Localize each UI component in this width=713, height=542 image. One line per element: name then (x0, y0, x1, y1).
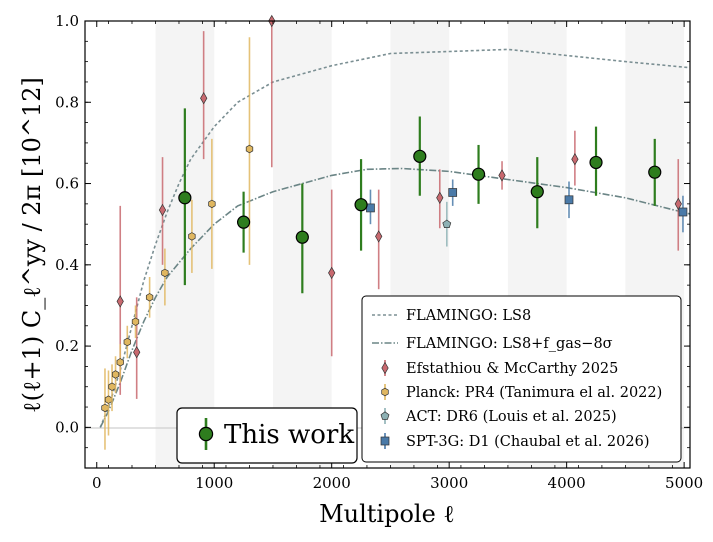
model-curves (99, 48, 691, 428)
planck-point-0 (101, 403, 109, 413)
this-work-point-6 (530, 185, 544, 199)
y-tick-label-5: 1.0 (55, 12, 79, 30)
model-curve-ls8 (99, 48, 691, 428)
this-work-point-1 (236, 215, 251, 229)
planck-point-6 (131, 317, 140, 326)
planck-point-4 (116, 358, 124, 367)
efstathiou-mccarthy-2025-point-5 (328, 266, 336, 280)
x-axis-label: Multipole ℓ (319, 500, 455, 528)
efstathiou-mccarthy-2025-point-1 (133, 346, 141, 359)
x-tick-label-3000: 3000 (430, 474, 468, 492)
efstathiou-mccarthy-2025-point-2 (158, 203, 167, 217)
spt-3g-point-3 (678, 207, 688, 217)
efstathiou-mccarthy-2025-point-9 (571, 153, 579, 166)
this-work-point-0 (178, 191, 192, 205)
efstathiou-mccarthy-2025-point-10 (674, 197, 682, 211)
x-tick-label-4000: 4000 (548, 474, 586, 492)
data-points (101, 14, 688, 450)
legend-box: FLAMINGO: LS8 FLAMINGO: LS8+f_gas−8σ Efs… (361, 295, 682, 463)
planck-point-2 (108, 382, 116, 391)
model-curve-ls8-fgas (99, 167, 691, 428)
x-tick-label-0: 0 (92, 474, 102, 492)
legend-marker-this-work (198, 426, 214, 442)
spt-3g-point-1 (448, 188, 458, 197)
this-work-point-3 (354, 198, 368, 212)
axis-ticks: 0 1000 2000 3000 4000 5000 0.0 0.2 0.4 0.6 0.8 1.0 (55, 12, 703, 492)
legend-label-ls8: FLAMINGO: LS8 (406, 308, 531, 324)
x-tick-label-5000: 5000 (665, 474, 703, 492)
this-work-point-8 (648, 165, 662, 179)
legend-label-this-work: This work (224, 420, 354, 450)
y-tick-label-0: 0.0 (55, 418, 79, 436)
planck-point-11 (245, 144, 254, 154)
legend-label-act: ACT: DR6 (Louis et al. 2025) (405, 409, 617, 425)
y-tick-label-4: 0.8 (55, 93, 79, 111)
act-point-0 (442, 219, 452, 228)
efstathiou-mccarthy-2025-point-6 (375, 230, 383, 243)
legend-label-ls8-fgas: FLAMINGO: LS8+f_gas−8σ (406, 336, 613, 352)
this-work-point-7 (589, 155, 603, 170)
legend-marker-efstathiou-mccarthy-2025 (381, 361, 389, 375)
planck-point-7 (145, 293, 154, 302)
efstathiou-mccarthy-2025-point-7 (436, 191, 444, 204)
efstathiou-mccarthy-2025-point-3 (200, 92, 208, 105)
x-tick-label-2000: 2000 (313, 474, 351, 492)
y-tick-label-3: 0.6 (55, 175, 79, 193)
planck-point-3 (111, 370, 120, 379)
legend-marker-spt-3g (380, 436, 390, 446)
efstathiou-mccarthy-2025-point-8 (498, 169, 506, 182)
this-work-point-5 (471, 167, 486, 181)
planck-point-8 (161, 268, 169, 278)
this-work-point-2 (295, 230, 309, 244)
this-work-point-4 (413, 149, 427, 163)
efstathiou-mccarthy-2025-point-0 (116, 295, 124, 308)
legend-marker-planck (381, 387, 389, 397)
this-work-legend-box: This work (176, 407, 358, 464)
planck-point-9 (188, 232, 196, 241)
planck-point-10 (208, 199, 216, 209)
y-tick-label-1: 0.2 (55, 337, 79, 355)
y-tick-label-2: 0.4 (55, 256, 79, 274)
legend-marker-act (380, 411, 390, 420)
legend-label-spt: SPT-3G: D1 (Chaubal et al. 2026) (406, 434, 649, 450)
spt-3g-point-0 (366, 203, 375, 213)
planck-point-1 (104, 395, 113, 404)
spt-3g-point-2 (564, 195, 574, 205)
x-tick-label-1000: 1000 (195, 474, 233, 492)
legend-label-planck: Planck: PR4 (Tanimura el al. 2022) (406, 385, 662, 401)
planck-point-5 (123, 337, 131, 347)
y-axis-label: ℓ(ℓ+1) C_ℓ^yy / 2π [10^12] (18, 77, 46, 413)
legend-label-efstathiou: Efstathiou & McCarthy 2025 (406, 361, 618, 377)
